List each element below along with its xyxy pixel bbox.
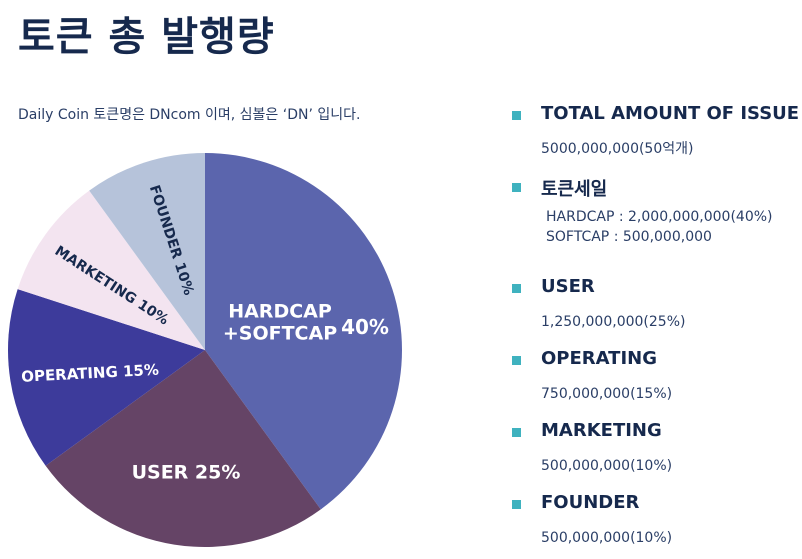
legend-value: 500,000,000(10%) (541, 456, 672, 476)
legend-value: 1,250,000,000(25%) (541, 312, 685, 332)
legend-label: USER (541, 276, 595, 297)
legend-value-line: 500,000,000(10%) (541, 458, 673, 474)
pie-slice (17, 190, 206, 350)
legend-label: FOUNDER (541, 492, 640, 513)
slice-label-text: +SOFTCAP (223, 323, 337, 345)
legend-value: 500,000,000(10%) (541, 528, 672, 548)
slice-label-text: USER 25% (132, 462, 241, 484)
square-bullet-icon (512, 428, 521, 437)
legend-label: OPERATING (541, 348, 657, 369)
square-bullet-icon (512, 356, 521, 365)
pie-slice (7, 289, 205, 466)
legend-value: HARDCAP : 2,000,000,000(40%) SOFTCAP : 50… (546, 207, 773, 247)
legend-label: MARKETING (541, 420, 662, 441)
pie-slice (205, 153, 402, 510)
legend-value-line: 5000,000,000(50억개) (541, 141, 694, 157)
legend-value-line: 500,000,000(10%) (541, 530, 673, 546)
legend-value: 750,000,000(15%) (541, 384, 672, 404)
legend-value-line: 1,250,000,000(25%) (541, 314, 686, 330)
slice-label-text: HARDCAP (228, 301, 332, 323)
legend-label: 토큰세일 (541, 179, 608, 200)
legend-label: TOTAL AMOUNT OF ISSUE (541, 103, 800, 124)
square-bullet-icon (512, 183, 521, 192)
slice-percent-label: 40% (341, 315, 389, 339)
pie-slice (89, 153, 205, 350)
slice-label: HARDCAP+SOFTCAP (223, 301, 337, 345)
square-bullet-icon (512, 500, 521, 509)
square-bullet-icon (512, 111, 521, 120)
square-bullet-icon (512, 284, 521, 293)
page-subtitle: Daily Coin 토큰명은 DNcom 이며, 심볼은 ‘DN’ 입니다. (18, 107, 361, 123)
legend-value: 5000,000,000(50억개) (541, 139, 693, 159)
page-title: 토큰 총 발행량 (18, 14, 275, 60)
pie-chart: HARDCAP+SOFTCAP 40%USER 25%OPERATING 15%M… (7, 153, 402, 547)
slice-label: USER 25% (132, 462, 241, 484)
legend-value-line: HARDCAP : 2,000,000,000(40%) (546, 209, 773, 225)
legend-value-line: SOFTCAP : 500,000,000 (546, 229, 712, 245)
legend-value-line: 750,000,000(15%) (541, 386, 673, 402)
pie-slice (45, 350, 321, 547)
